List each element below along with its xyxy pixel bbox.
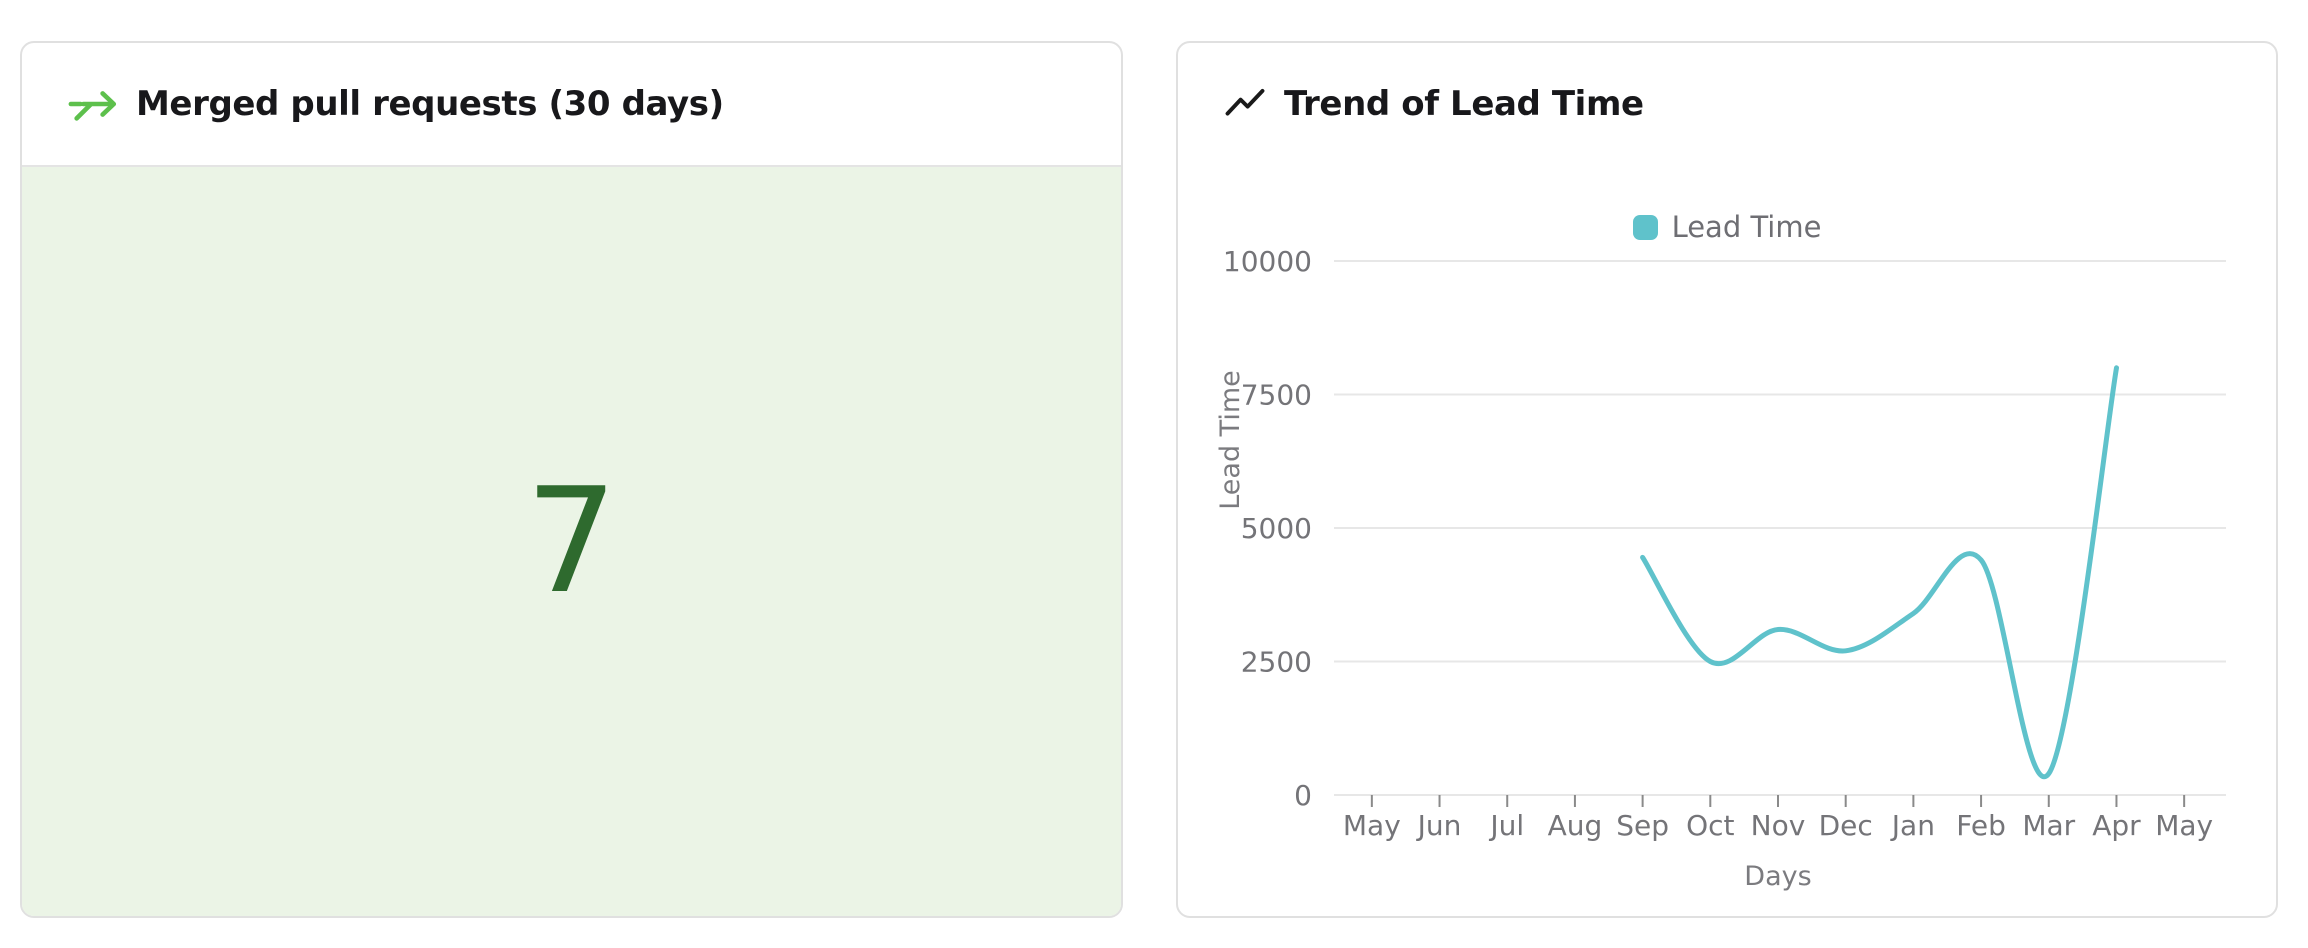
x-tick-label: Jul xyxy=(1488,809,1524,842)
lead-time-header: Trend of Lead Time xyxy=(1178,43,2276,165)
x-axis-title: Days xyxy=(1744,861,1811,892)
lead-time-card: Trend of Lead Time Lead Time 0 2500 5000 75… xyxy=(1176,41,2278,918)
merged-pr-header: Merged pull requests (30 days) xyxy=(22,43,1121,165)
legend-label-lead-time[interactable]: Lead Time xyxy=(1671,210,1822,244)
legend: Lead Time xyxy=(1178,210,2276,244)
merged-pr-title: Merged pull requests (30 days) xyxy=(136,84,724,124)
merge-arrow-icon xyxy=(68,82,118,126)
series-line-lead-time xyxy=(1640,365,2119,780)
trend-line-icon xyxy=(1224,83,1266,125)
x-tick-label: Jun xyxy=(1416,809,1462,842)
y-axis-title: Lead Time xyxy=(1215,370,1246,510)
x-tick-label: Dec xyxy=(1819,809,1873,842)
x-tick-label: Sep xyxy=(1616,809,1669,842)
x-tick-label: Jan xyxy=(1890,809,1935,842)
y-tick-label: 10000 xyxy=(1223,245,1312,278)
merged-pr-divider xyxy=(22,165,1121,167)
y-tick-label: 0 xyxy=(1294,779,1312,812)
y-tick-label: 7500 xyxy=(1241,379,1312,412)
merged-pr-value: 7 xyxy=(525,457,618,626)
merged-pr-card: Merged pull requests (30 days) 7 xyxy=(20,41,1123,918)
x-tick-label: Feb xyxy=(1956,809,2006,842)
x-tick-label: Oct xyxy=(1686,809,1734,842)
merged-pr-body: 7 xyxy=(22,167,1121,916)
x-tick-label: May xyxy=(1343,809,1401,842)
lead-time-title: Trend of Lead Time xyxy=(1284,84,1644,124)
x-tick-label: Nov xyxy=(1751,809,1806,842)
legend-swatch-lead-time[interactable] xyxy=(1632,214,1658,240)
y-tick-label: 5000 xyxy=(1241,512,1312,545)
x-tick-label: May xyxy=(2155,809,2213,842)
x-tick-label: Apr xyxy=(2092,809,2141,842)
y-tick-label: 2500 xyxy=(1241,646,1312,679)
x-tick-label: Aug xyxy=(1548,809,1603,842)
x-tick-label: Mar xyxy=(2022,809,2075,842)
lead-time-chart[interactable]: 0 2500 5000 7500 10000 May Jun Jul Aug Sep Oct Nov D… xyxy=(1178,43,2276,916)
